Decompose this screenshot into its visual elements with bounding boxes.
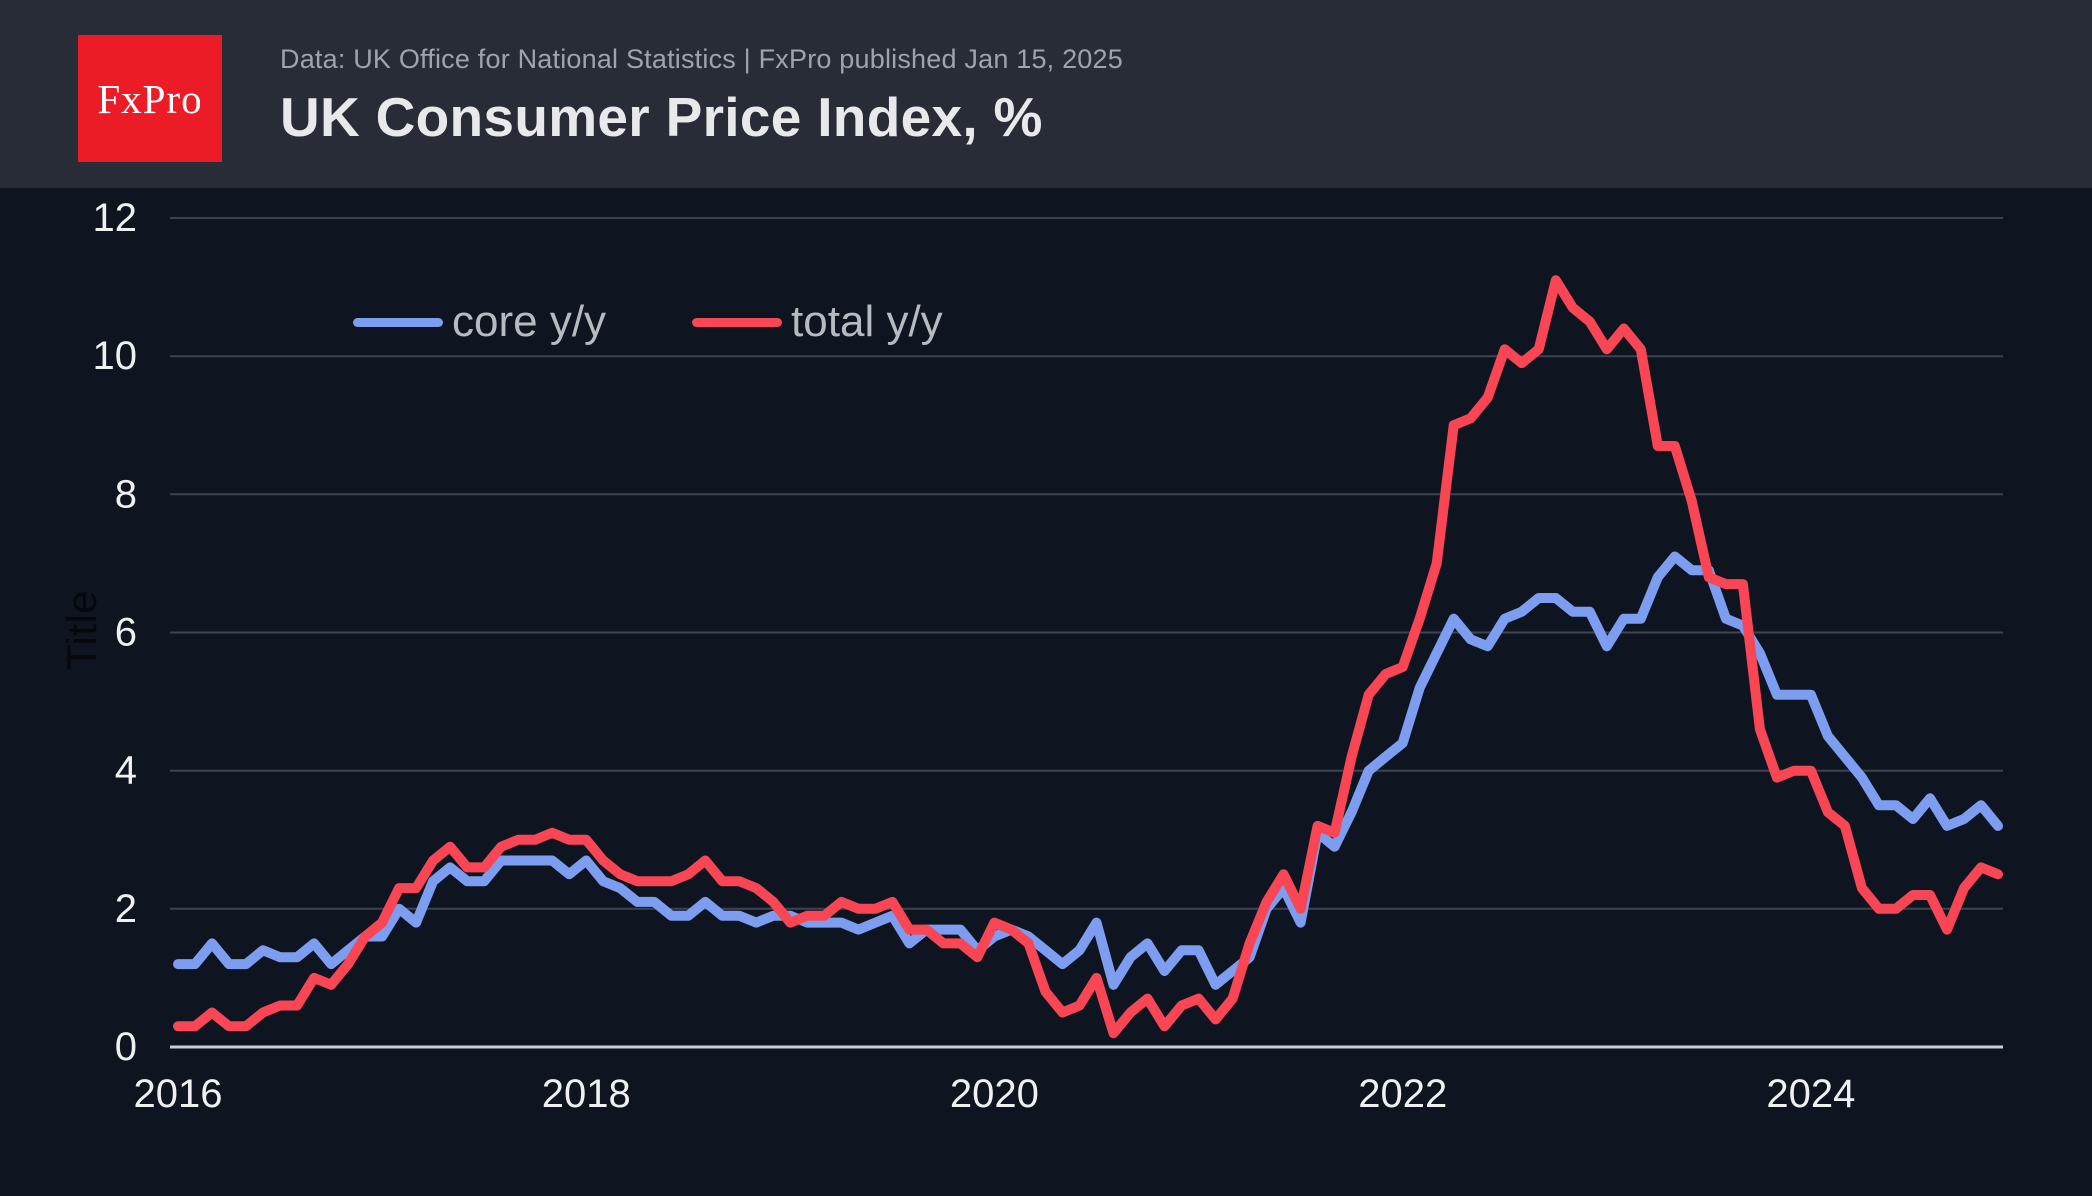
total-line-swatch (692, 317, 783, 327)
series-line-core (173, 551, 2003, 990)
y-tick-label: 4 (115, 749, 137, 793)
legend-label-core: core y/y (452, 297, 607, 346)
header: FxPro Data: UK Office for National Stati… (0, 0, 2092, 188)
y-tick-label: 8 (115, 472, 137, 516)
y-tick-label: 12 (93, 196, 138, 240)
x-tick-label: 2016 (134, 1072, 223, 1116)
y-axis-title: Title (58, 589, 105, 671)
y-tick-label: 2 (115, 887, 137, 931)
legend-item-total: total y/y (692, 297, 943, 347)
legend-item-core: core y/y (353, 297, 606, 347)
chart-legend: core y/y total y/y (353, 297, 943, 347)
y-tick-label: 6 (115, 611, 137, 655)
x-tick-label: 2020 (950, 1072, 1039, 1116)
legend-label-total: total y/y (791, 297, 943, 346)
data-source-line: Data: UK Office for National Statistics … (280, 44, 1123, 74)
fxpro-logo: FxPro (78, 35, 222, 162)
y-tick-label: 10 (93, 334, 138, 378)
x-tick-label: 2024 (1766, 1072, 1855, 1116)
y-tick-label: 0 (115, 1025, 137, 1069)
x-tick-label: 2022 (1358, 1072, 1447, 1116)
fxpro-logo-text: FxPro (97, 75, 203, 122)
header-text: Data: UK Office for National Statistics … (280, 44, 1123, 149)
x-tick-label: 2018 (542, 1072, 631, 1116)
chart-title: UK Consumer Price Index, % (280, 86, 1043, 148)
series-line-total (173, 275, 2003, 1039)
core-line-swatch (353, 317, 443, 327)
